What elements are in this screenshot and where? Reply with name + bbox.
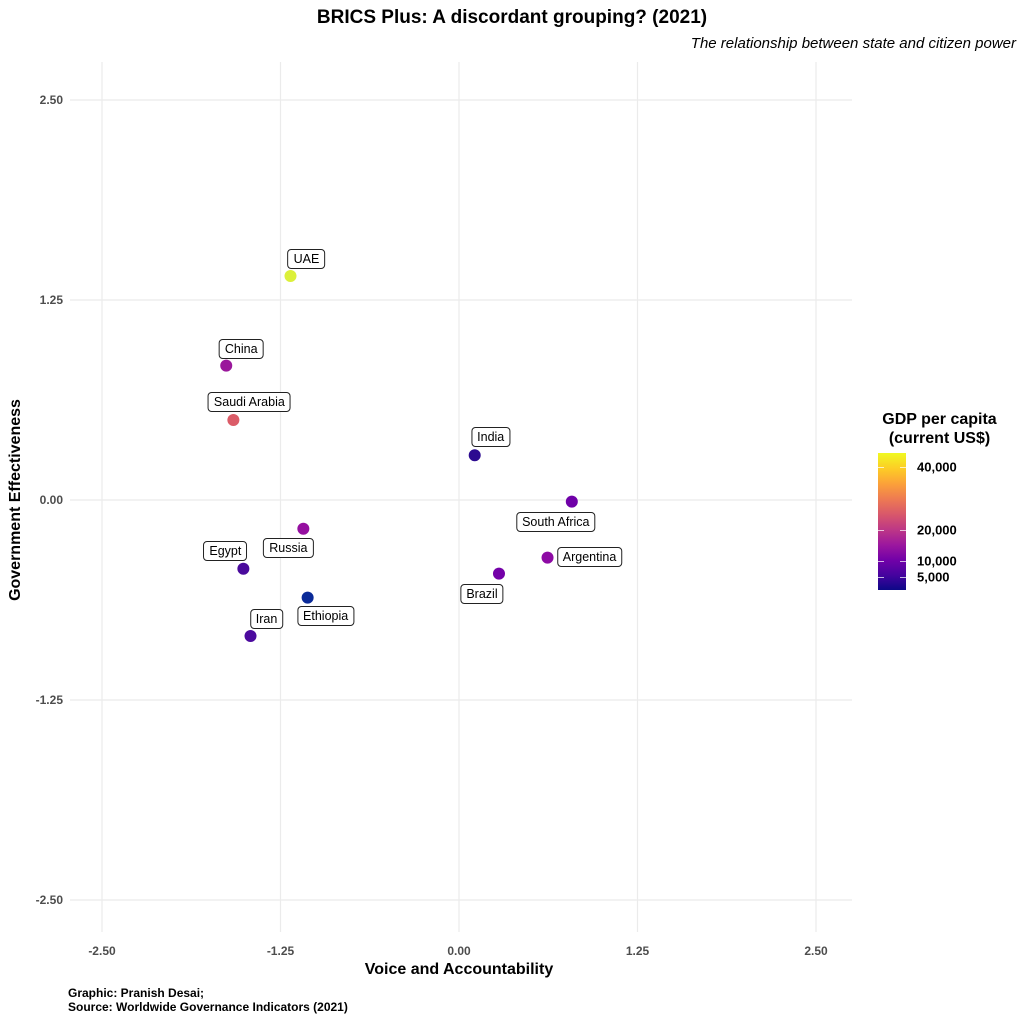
data-point-russia: [297, 522, 310, 535]
y-tick-label: 2.50: [40, 93, 64, 107]
legend-tick-label: 5,000: [917, 569, 950, 585]
colorbar-tick: [878, 561, 884, 563]
x-tick-label: 2.50: [804, 944, 828, 958]
data-point-saudi-arabia: [227, 414, 240, 426]
data-point-brazil: [492, 567, 505, 580]
point-label: Ethiopia: [297, 605, 355, 626]
legend-title: GDP per capita (current US$): [862, 410, 1017, 448]
point-label: India: [471, 427, 511, 448]
y-axis-label: Government Effectiveness: [7, 399, 24, 601]
point-label: UAE: [287, 249, 326, 269]
x-axis-label: Voice and Accountability: [364, 961, 554, 978]
data-point-argentina: [541, 551, 554, 564]
y-tick-label: -1.25: [36, 693, 64, 707]
chart-title: BRICS Plus: A discordant grouping? (2021…: [316, 7, 708, 28]
point-label: Argentina: [556, 546, 623, 567]
colorbar-tick: [900, 561, 906, 563]
data-point-china: [220, 359, 233, 372]
colorbar-tick: [900, 577, 906, 579]
x-tick-label: 1.25: [626, 944, 650, 958]
data-point-iran: [244, 630, 257, 642]
point-label: South Africa: [516, 511, 596, 532]
point-label: Brazil: [460, 583, 504, 604]
legend-colorbar: [878, 453, 906, 590]
x-tick-label: -1.25: [267, 944, 295, 958]
data-point-uae: [284, 270, 297, 282]
legend-tick-label: 40,000: [917, 459, 957, 475]
data-point-south-africa: [565, 495, 578, 508]
point-label: Iran: [249, 609, 284, 629]
caption-source: Source: Worldwide Governance Indicators …: [68, 1000, 348, 1014]
chart-subtitle: The relationship between state and citiz…: [690, 35, 1016, 52]
colorbar-tick: [878, 529, 884, 531]
legend-tick-label: 20,000: [917, 522, 957, 538]
caption-credit: Graphic: Pranish Desai;: [68, 986, 205, 1000]
point-label: China: [218, 338, 264, 359]
colorbar-tick: [878, 577, 884, 579]
legend-title-line1: GDP per capita: [882, 411, 997, 428]
point-label: Russia: [263, 537, 314, 558]
y-tick-label: -2.50: [36, 893, 64, 907]
legend-tick-label: 10,000: [917, 553, 957, 569]
data-point-india: [468, 449, 481, 462]
colorbar-tick: [900, 466, 906, 468]
colorbar-tick: [900, 529, 906, 531]
x-tick-label: -2.50: [88, 944, 116, 958]
caption: Graphic: Pranish Desai; Source: Worldwid…: [68, 986, 348, 1014]
colorbar-tick: [878, 466, 884, 468]
point-label: Saudi Arabia: [207, 392, 291, 412]
y-tick-label: 1.25: [40, 293, 64, 307]
data-point-egypt: [237, 562, 250, 575]
data-point-ethiopia: [301, 591, 314, 604]
y-tick-label: 0.00: [40, 493, 64, 507]
legend-title-line2: (current US$): [888, 430, 991, 447]
point-label: Egypt: [203, 540, 248, 561]
x-tick-label: 0.00: [447, 944, 471, 958]
